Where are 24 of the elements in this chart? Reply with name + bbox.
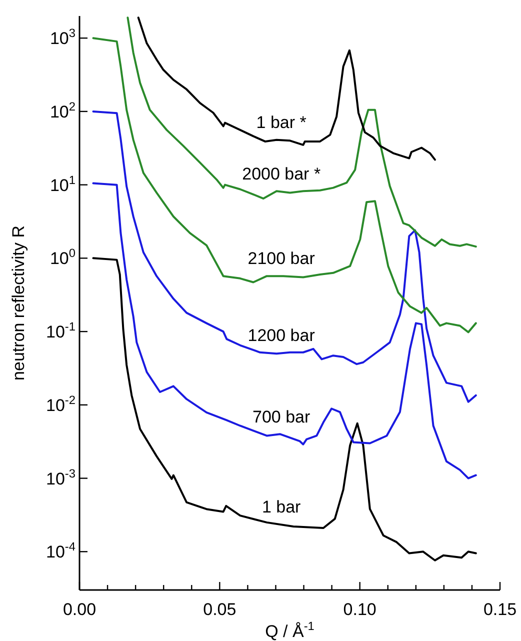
- line-series: [92, 110, 477, 403]
- y-tick-label: 10$^{-2}$: [46, 392, 76, 415]
- y-tick-label: 10$^{-4}$: [46, 540, 76, 562]
- line-series: [92, 182, 477, 480]
- x-tick-label: 0.00: [62, 600, 96, 619]
- series-label: 1 bar *: [256, 113, 307, 132]
- y-tick-label: 10$^{-1}$: [46, 320, 76, 342]
- x-axis-title: Q / Å$^{-1}$: [265, 619, 315, 641]
- series-label: 1 bar: [262, 498, 302, 517]
- x-tick-label: 0.15: [483, 600, 517, 619]
- series-label: 2100 bar: [248, 249, 316, 268]
- y-axis-title: neutron reflectivity R: [9, 226, 28, 380]
- line-series: [137, 16, 436, 161]
- y-tick-label: 10$^{2}$: [50, 99, 76, 122]
- x-tick-label: 0.10: [343, 600, 376, 619]
- series-label: 700 bar: [252, 408, 310, 427]
- line-series: [126, 16, 477, 248]
- y-tick-label: 10$^{3}$: [50, 26, 76, 48]
- series-label: 2000 bar *: [242, 164, 321, 184]
- y-tick-label: 10$^{1}$: [50, 172, 76, 195]
- y-tick-label: 10$^{-3}$: [46, 466, 76, 488]
- y-tick-label: 10$^{0}$: [50, 246, 76, 268]
- series-label: 1200 bar: [248, 326, 316, 346]
- x-tick-label: 0.05: [203, 600, 236, 619]
